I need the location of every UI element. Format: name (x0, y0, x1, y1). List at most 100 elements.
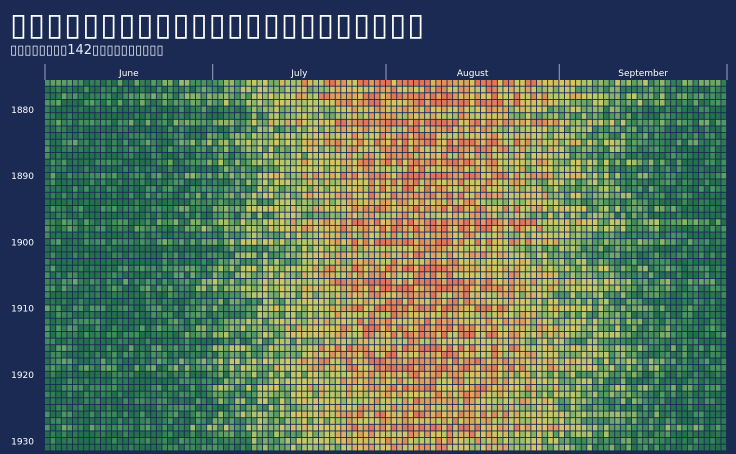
heatmap-cell (637, 199, 643, 206)
heatmap-cell (61, 106, 67, 113)
heatmap-cell (369, 172, 374, 179)
heatmap-cell (475, 192, 481, 199)
heatmap-cell (290, 305, 296, 312)
heatmap-cell (587, 106, 592, 113)
heatmap-cell (682, 99, 687, 106)
heatmap-cell (671, 199, 676, 206)
heatmap-cell (486, 212, 492, 219)
heatmap-cell (469, 146, 475, 153)
heatmap-cell (721, 278, 727, 285)
heatmap-cell (274, 86, 279, 93)
heatmap-cell (648, 192, 654, 199)
heatmap-cell (263, 186, 268, 192)
heatmap-cell (201, 285, 207, 292)
heatmap-cell (128, 252, 134, 259)
heatmap-cell (167, 259, 173, 265)
heatmap-cell (128, 331, 134, 338)
heatmap-cell (184, 166, 190, 172)
heatmap-cell (469, 159, 475, 166)
heatmap-cell (201, 133, 207, 139)
heatmap-cell (592, 93, 598, 99)
heatmap-cell (654, 232, 660, 239)
heatmap-cell (693, 325, 699, 332)
heatmap-cell (592, 312, 598, 318)
heatmap-cell (145, 106, 151, 113)
heatmap-cell (290, 219, 296, 225)
heatmap-cell (50, 259, 56, 265)
heatmap-cell (699, 139, 704, 146)
heatmap-cell (386, 80, 391, 86)
heatmap-cell (212, 318, 218, 325)
heatmap-cell (508, 93, 514, 99)
heatmap-cell (620, 205, 626, 212)
heatmap-cell (279, 325, 285, 332)
heatmap-cell (156, 126, 162, 133)
heatmap-cell (542, 99, 548, 106)
heatmap-cell (548, 186, 553, 192)
heatmap-cell (179, 225, 184, 232)
heatmap-cell (201, 179, 207, 186)
heatmap-cell (620, 305, 626, 312)
heatmap-cell (117, 133, 123, 139)
heatmap-cell (604, 331, 609, 338)
heatmap-cell (128, 199, 134, 206)
heatmap-cell (397, 325, 402, 332)
heatmap-cell (95, 205, 100, 212)
heatmap-cell (643, 99, 648, 106)
heatmap-cell (464, 272, 469, 278)
heatmap-cell (156, 239, 162, 245)
heatmap-cell (436, 219, 441, 225)
heatmap-cell (179, 305, 184, 312)
heatmap-cell (687, 325, 693, 332)
heatmap-cell (413, 265, 419, 272)
heatmap-cell (514, 172, 520, 179)
heatmap-cell (536, 305, 542, 312)
heatmap-cell (542, 86, 548, 93)
heatmap-cell (525, 345, 531, 351)
heatmap-cell (112, 265, 117, 272)
heatmap-cell (156, 272, 162, 278)
heatmap-cell (430, 259, 436, 265)
heatmap-cell (363, 113, 369, 119)
heatmap-cell (45, 225, 50, 232)
heatmap-cell (710, 212, 715, 219)
heatmap-cell (195, 159, 201, 166)
heatmap-cell (458, 232, 464, 239)
heatmap-cell (520, 312, 525, 318)
heatmap-cell (251, 345, 257, 351)
heatmap-cell (151, 285, 156, 292)
heatmap-cell (548, 152, 553, 159)
heatmap-cell (631, 338, 637, 345)
heatmap-cell (56, 239, 61, 245)
heatmap-cell (386, 126, 391, 133)
heatmap-cell (576, 318, 581, 325)
heatmap-cell (380, 113, 386, 119)
heatmap-cell (95, 139, 100, 146)
heatmap-cell (257, 252, 263, 259)
heatmap-cell (330, 99, 335, 106)
heatmap-cell (402, 292, 408, 298)
heatmap-cell (587, 225, 592, 232)
heatmap-cell (570, 305, 576, 312)
heatmap-cell (671, 259, 676, 265)
heatmap-cell (604, 298, 609, 305)
heatmap-cell (358, 146, 363, 153)
heatmap-cell (296, 126, 302, 133)
heatmap-cell (318, 205, 324, 212)
heatmap-cell (408, 166, 414, 172)
heatmap-cell (145, 205, 151, 212)
heatmap-cell (520, 345, 525, 351)
heatmap-cell (531, 272, 537, 278)
heatmap-cell (609, 113, 615, 119)
heatmap-cell (201, 245, 207, 252)
heatmap-cell (397, 338, 402, 345)
heatmap-cell (391, 312, 397, 318)
heatmap-cell (167, 219, 173, 225)
heatmap-cell (581, 146, 587, 153)
heatmap-cell (453, 172, 458, 179)
heatmap-cell (179, 172, 184, 179)
heatmap-cell (710, 305, 715, 312)
heatmap-cell (106, 80, 112, 86)
heatmap-cell (391, 259, 397, 265)
heatmap-cell (665, 285, 671, 292)
